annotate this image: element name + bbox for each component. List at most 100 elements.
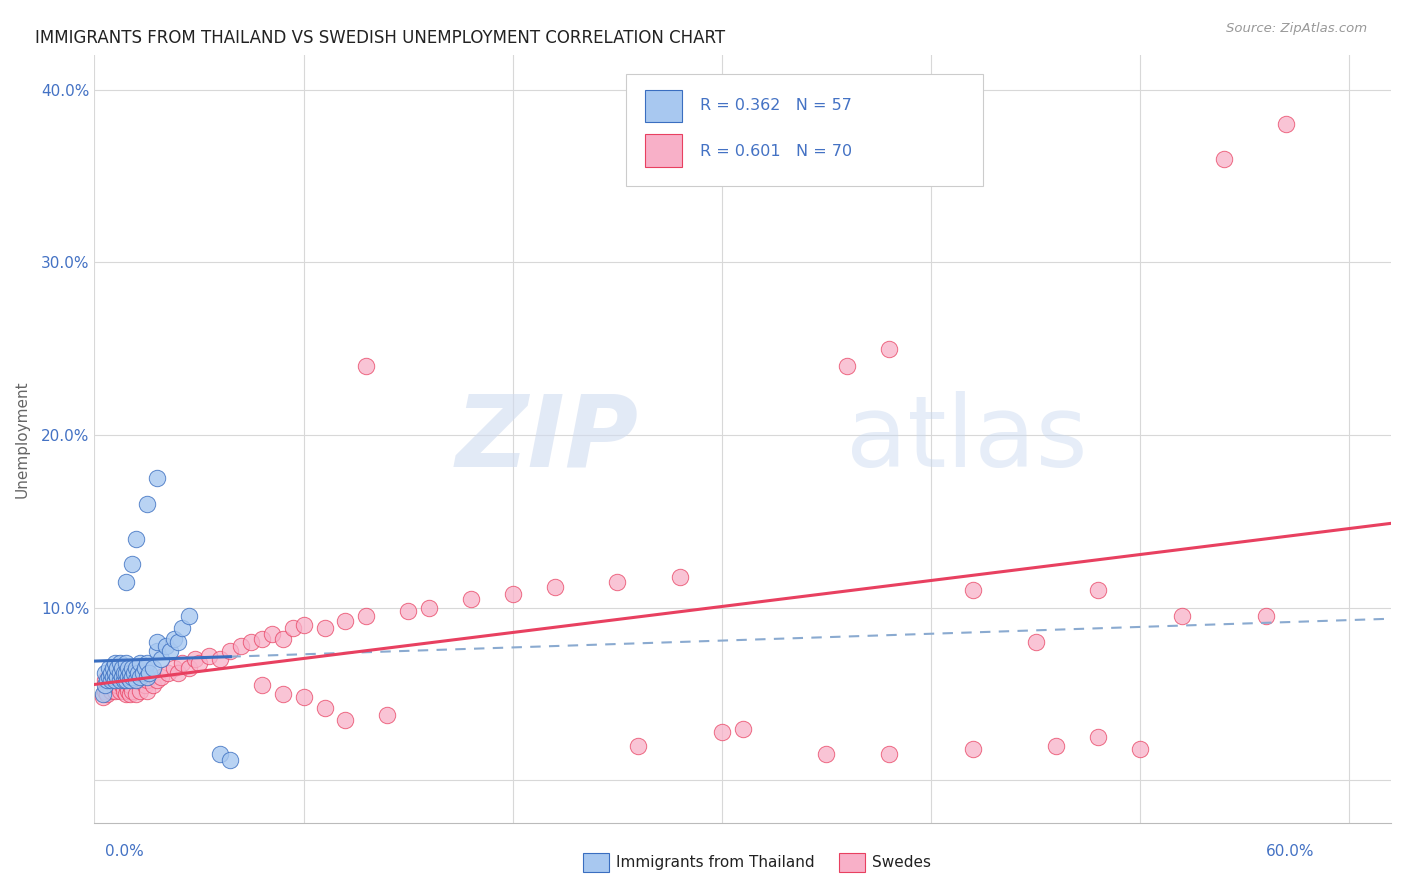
- Point: [94, 666, 117, 681]
- Point: [115, 687, 138, 701]
- Point: [121, 670, 143, 684]
- Point: [142, 678, 165, 692]
- Point: [150, 652, 173, 666]
- Point: [240, 635, 263, 649]
- Point: [375, 707, 398, 722]
- Point: [91, 687, 114, 701]
- Point: [118, 673, 141, 688]
- Point: [146, 673, 169, 688]
- Point: [292, 618, 315, 632]
- Point: [121, 661, 143, 675]
- Point: [96, 687, 118, 701]
- Point: [155, 639, 177, 653]
- Point: [250, 632, 273, 646]
- Point: [108, 666, 131, 681]
- Point: [98, 670, 121, 684]
- Point: [117, 661, 139, 675]
- Point: [117, 670, 139, 684]
- Point: [710, 725, 733, 739]
- Point: [115, 574, 138, 589]
- Point: [103, 670, 125, 684]
- Point: [335, 713, 357, 727]
- Point: [219, 644, 242, 658]
- Point: [104, 683, 127, 698]
- Point: [111, 678, 134, 692]
- Point: [877, 747, 900, 762]
- Point: [112, 666, 135, 681]
- Point: [127, 666, 149, 681]
- Point: [314, 700, 336, 714]
- Point: [229, 639, 252, 653]
- Point: [281, 621, 304, 635]
- Point: [118, 666, 141, 681]
- Point: [138, 666, 160, 681]
- Point: [1045, 739, 1067, 753]
- Point: [502, 587, 524, 601]
- Point: [100, 666, 122, 681]
- Text: Immigrants from Thailand: Immigrants from Thailand: [616, 855, 814, 870]
- Point: [107, 670, 129, 684]
- Text: atlas: atlas: [846, 391, 1088, 488]
- Point: [460, 592, 482, 607]
- Point: [91, 690, 114, 705]
- Point: [100, 673, 122, 688]
- Point: [198, 648, 221, 663]
- Point: [125, 687, 148, 701]
- Point: [167, 635, 190, 649]
- Point: [135, 673, 157, 688]
- Text: R = 0.362   N = 57: R = 0.362 N = 57: [700, 97, 852, 112]
- Point: [112, 683, 135, 698]
- Point: [962, 583, 984, 598]
- Point: [262, 626, 284, 640]
- Point: [94, 683, 117, 698]
- Point: [98, 678, 121, 692]
- Point: [815, 747, 838, 762]
- Point: [129, 656, 152, 670]
- Point: [108, 673, 131, 688]
- Point: [108, 673, 131, 688]
- Bar: [645, 90, 682, 122]
- Point: [115, 673, 138, 688]
- Point: [125, 661, 148, 675]
- Point: [115, 678, 138, 692]
- Point: [121, 673, 143, 688]
- Point: [112, 673, 135, 688]
- Point: [111, 661, 134, 675]
- Point: [167, 666, 190, 681]
- Point: [146, 644, 169, 658]
- Point: [100, 683, 122, 698]
- Point: [134, 678, 156, 692]
- Point: [125, 673, 148, 688]
- Point: [117, 673, 139, 688]
- Point: [1129, 742, 1152, 756]
- Point: [135, 497, 157, 511]
- Point: [142, 661, 165, 675]
- Point: [96, 673, 118, 688]
- Point: [396, 604, 419, 618]
- Point: [115, 656, 138, 670]
- Point: [1087, 583, 1109, 598]
- Point: [121, 683, 143, 698]
- Point: [188, 656, 211, 670]
- Point: [271, 687, 294, 701]
- Point: [627, 739, 650, 753]
- Point: [98, 661, 121, 675]
- Point: [121, 558, 143, 572]
- Point: [543, 580, 565, 594]
- Point: [129, 670, 152, 684]
- Y-axis label: Unemployment: Unemployment: [15, 381, 30, 498]
- Point: [135, 670, 157, 684]
- Point: [94, 678, 117, 692]
- Point: [1254, 609, 1277, 624]
- Point: [962, 742, 984, 756]
- Point: [669, 569, 692, 583]
- Point: [146, 471, 169, 485]
- Point: [1212, 152, 1234, 166]
- Point: [118, 678, 141, 692]
- Point: [104, 656, 127, 670]
- Point: [108, 683, 131, 698]
- Point: [107, 661, 129, 675]
- Point: [314, 621, 336, 635]
- Point: [100, 673, 122, 688]
- Point: [159, 644, 181, 658]
